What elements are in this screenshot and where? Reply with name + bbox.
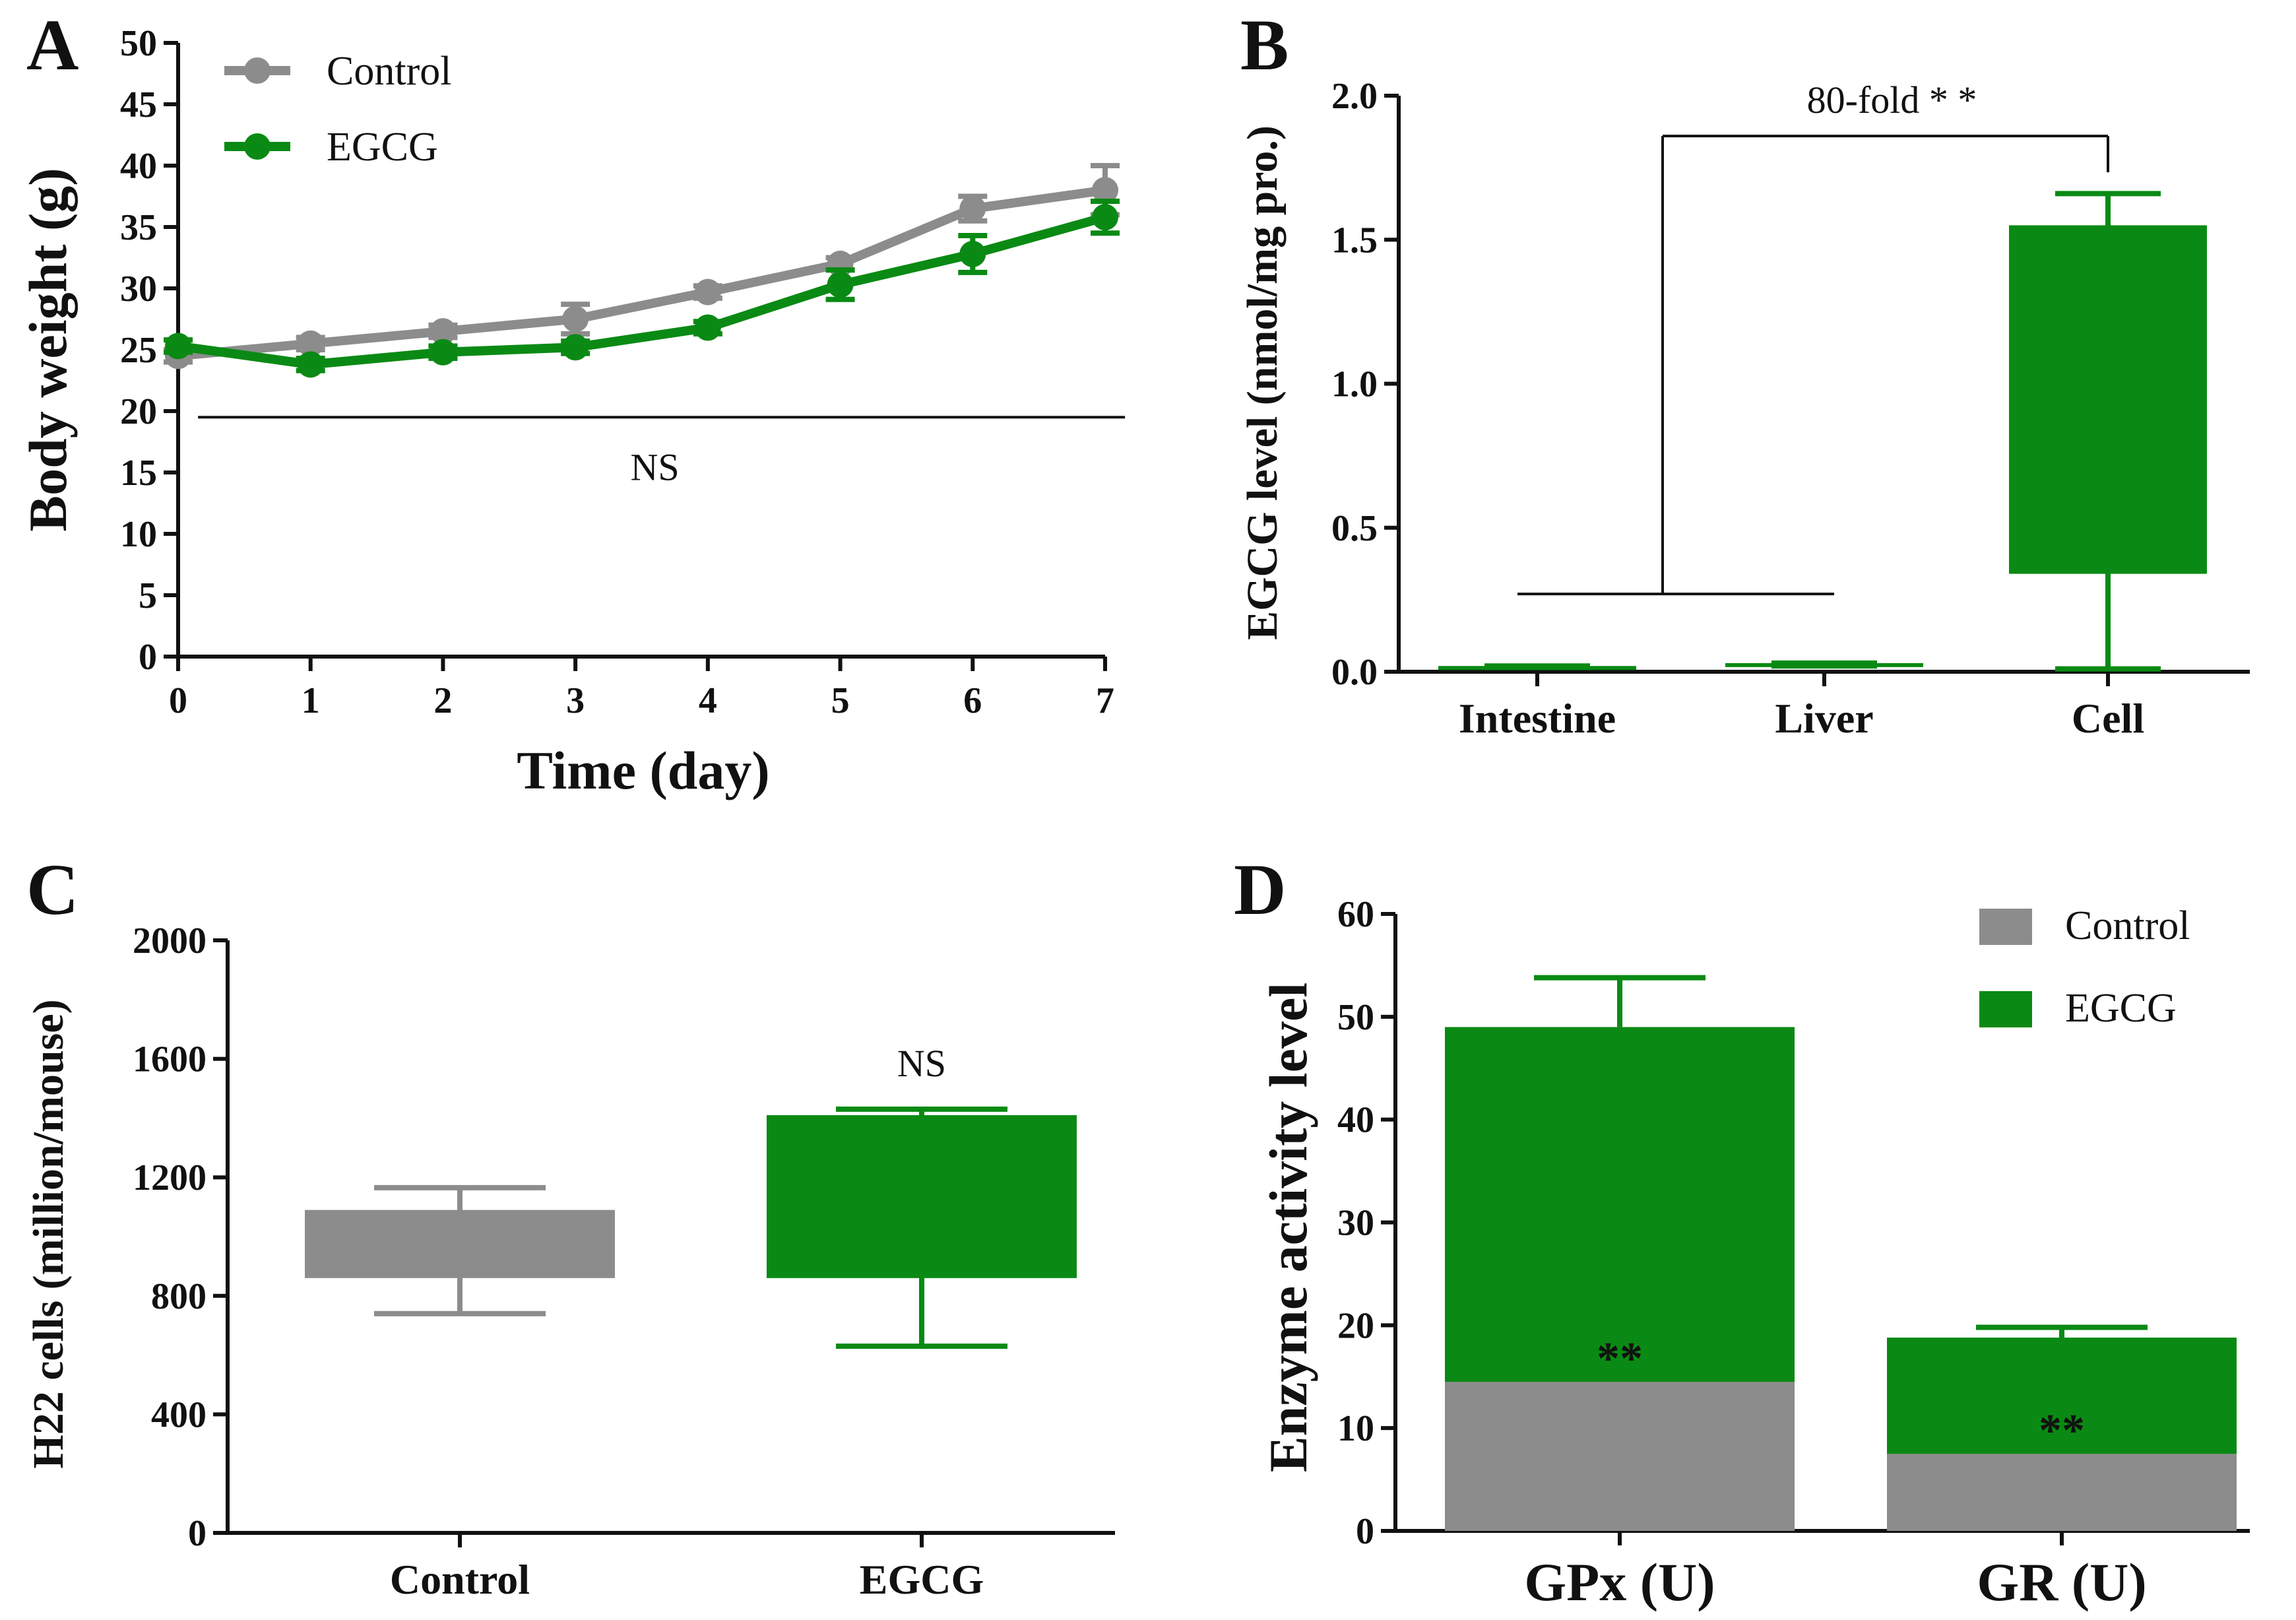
y-tick-label: 800 — [151, 1276, 207, 1317]
significance-annotation: ** — [1597, 1334, 1643, 1384]
y-tick-label: 2.0 — [1331, 76, 1378, 117]
ns-annotation-a: NS — [630, 445, 679, 488]
y-tick-label: 20 — [120, 391, 157, 432]
y-tick-label: 0 — [1356, 1511, 1374, 1552]
x-tick-label: Cell — [2072, 695, 2144, 742]
fold-annotation-b: 80-fold * * — [1807, 79, 1977, 121]
y-tick-label: 60 — [1337, 894, 1374, 935]
y-tick-label: 1.5 — [1331, 220, 1378, 261]
y-tick-label: 50 — [1337, 997, 1374, 1038]
significance-bracket-b — [1517, 135, 2109, 596]
data-point-control — [959, 195, 986, 222]
legend-swatch-control — [1979, 909, 2032, 945]
y-tick-label: 1.0 — [1331, 364, 1378, 405]
data-point-egcg — [827, 271, 854, 298]
y-tick-label: 0 — [139, 637, 157, 678]
data-point-egcg — [165, 333, 191, 360]
x-tick-label: EGCG — [860, 1556, 984, 1603]
legend-d: Control EGCG — [1979, 903, 2190, 1031]
y-tick-label: 1200 — [133, 1157, 207, 1198]
data-point-control — [1092, 177, 1118, 204]
significance-annotation: ** — [2039, 1406, 2085, 1456]
legend-a: Control EGCG — [224, 49, 451, 170]
y-tick-label: 0.0 — [1331, 652, 1378, 693]
box-cell — [2009, 225, 2207, 574]
x-tick-label: 6 — [963, 680, 982, 721]
y-axis-label-d: Enzyme activity level — [1258, 983, 1318, 1472]
x-axis-label-a: Time (day) — [517, 740, 769, 800]
y-tick-label: 400 — [151, 1394, 207, 1435]
bar-control — [1887, 1454, 2237, 1531]
data-point-control — [562, 306, 589, 333]
series-line-egcg — [177, 212, 1106, 370]
legend-label-control-d: Control — [2065, 903, 2190, 948]
x-tick-label: 7 — [1096, 680, 1114, 721]
x-tick-label: GR (U) — [1977, 1552, 2146, 1612]
panel-d: D 0 10 20 30 40 50 60 GPx (U) GR (U) ** ** Enzym… — [1234, 849, 2250, 1612]
box-egcg — [767, 1115, 1077, 1278]
y-tick-label: 0.5 — [1331, 508, 1378, 549]
data-point-egcg — [297, 351, 324, 378]
y-tick-label: 5 — [139, 575, 157, 616]
legend-label-control: Control — [327, 49, 451, 94]
panel-label-b: B — [1240, 5, 1289, 85]
y-axis-label-b: EGCG level (nmol/mg pro.) — [1238, 125, 1287, 640]
box-liver — [1725, 663, 1923, 667]
y-tick-label: 20 — [1337, 1305, 1374, 1346]
data-point-control — [297, 330, 324, 357]
legend-label-egcg-d: EGCG — [2065, 986, 2177, 1031]
box-intestine — [1438, 666, 1636, 670]
x-tick-label: Intestine — [1459, 695, 1616, 742]
data-point-egcg — [959, 240, 986, 267]
y-tick-label: 45 — [120, 84, 157, 125]
x-tick-label: GPx (U) — [1524, 1552, 1715, 1612]
series-line-control — [177, 185, 1106, 361]
x-tick-label: Liver — [1775, 695, 1873, 742]
data-point-egcg — [562, 334, 589, 361]
bar-control — [1445, 1382, 1795, 1531]
y-tick-label: 1600 — [133, 1039, 207, 1080]
data-point-control — [430, 318, 457, 345]
x-tick-label: Control — [390, 1556, 530, 1603]
data-point-egcg — [430, 339, 457, 366]
y-tick-label: 40 — [120, 146, 157, 187]
y-tick-label: 50 — [120, 23, 157, 64]
y-tick-label: 0 — [188, 1513, 207, 1554]
y-tick-label: 10 — [120, 514, 157, 555]
y-tick-label: 2000 — [133, 921, 207, 961]
y-tick-label: 25 — [120, 330, 157, 371]
y-axis-label-a: Body weight (g) — [18, 168, 78, 531]
panel-label-a: A — [26, 5, 79, 85]
panel-label-c: C — [26, 849, 79, 930]
box-control — [305, 1210, 615, 1278]
x-tick-label: 5 — [831, 680, 850, 721]
y-tick-label: 15 — [120, 453, 157, 494]
data-point-egcg — [694, 314, 721, 341]
y-axis-label-c: H22 cells (million/mouse) — [24, 999, 73, 1468]
x-tick-label: 4 — [699, 680, 717, 721]
x-tick-label: 2 — [433, 680, 452, 721]
panel-label-d: D — [1234, 849, 1286, 930]
data-point-control — [694, 278, 721, 306]
x-tick-label: 1 — [302, 680, 320, 721]
x-tick-label: 0 — [169, 680, 187, 721]
legend-label-egcg: EGCG — [327, 125, 438, 170]
panel-b: B 0.0 0.5 1.0 1.5 2.0 Intestine Liver Cell 80-… — [1238, 5, 2250, 742]
y-tick-label: 40 — [1337, 1100, 1374, 1141]
y-tick-label: 30 — [120, 269, 157, 309]
ns-annotation-c: NS — [897, 1042, 946, 1085]
x-tick-label: 3 — [566, 680, 585, 721]
y-tick-label: 35 — [120, 207, 157, 248]
panel-c: C 0 400 800 1200 1600 2000 Control EGCG NS H22… — [24, 849, 1115, 1603]
data-point-egcg — [1092, 204, 1118, 231]
legend-swatch-egcg — [1979, 991, 2032, 1027]
y-tick-label: 30 — [1337, 1203, 1374, 1244]
y-tick-label: 10 — [1337, 1408, 1374, 1449]
legend-marker-egcg — [244, 133, 271, 160]
legend-marker-control — [244, 57, 271, 84]
